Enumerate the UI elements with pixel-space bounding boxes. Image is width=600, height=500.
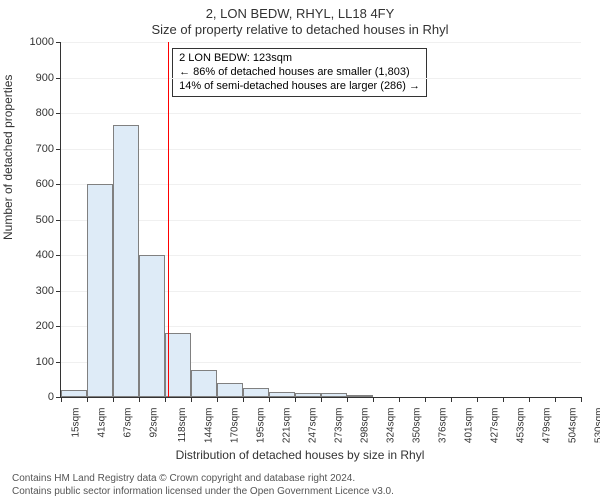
- annotation-line1: 2 LON BEDW: 123sqm: [179, 52, 420, 66]
- histogram-bar: [269, 392, 295, 397]
- ytick-mark: [56, 113, 61, 114]
- xtick-mark: [529, 397, 530, 402]
- xtick-mark: [191, 397, 192, 402]
- marker-line: [168, 42, 169, 397]
- ytick-label: 400: [14, 249, 54, 261]
- xtick-label: 144sqm: [203, 408, 214, 444]
- histogram-bar: [191, 370, 217, 397]
- xtick-mark: [61, 397, 62, 402]
- histogram-bar: [243, 388, 269, 397]
- gridline: [61, 78, 581, 79]
- ytick-mark: [56, 326, 61, 327]
- ytick-label: 100: [14, 356, 54, 368]
- annotation-box: 2 LON BEDW: 123sqm ← 86% of detached hou…: [172, 48, 427, 97]
- ytick-label: 0: [14, 391, 54, 403]
- ytick-mark: [56, 184, 61, 185]
- ytick-mark: [56, 78, 61, 79]
- xtick-label: 427sqm: [489, 408, 500, 444]
- gridline: [61, 42, 581, 43]
- gridline: [61, 149, 581, 150]
- footnote-1: Contains HM Land Registry data © Crown c…: [12, 473, 355, 484]
- ytick-mark: [56, 255, 61, 256]
- xtick-label: 221sqm: [281, 408, 292, 444]
- xtick-mark: [295, 397, 296, 402]
- xtick-label: 41sqm: [97, 408, 108, 438]
- ytick-label: 200: [14, 320, 54, 332]
- ytick-mark: [56, 220, 61, 221]
- histogram-bar: [139, 255, 165, 397]
- xtick-label: 195sqm: [255, 408, 266, 444]
- histogram-bar: [61, 390, 87, 397]
- ytick-label: 700: [14, 143, 54, 155]
- x-axis-label: Distribution of detached houses by size …: [0, 448, 600, 462]
- gridline: [61, 220, 581, 221]
- xtick-mark: [87, 397, 88, 402]
- ytick-mark: [56, 149, 61, 150]
- histogram-bar: [113, 125, 139, 397]
- xtick-label: 118sqm: [177, 408, 188, 443]
- xtick-label: 479sqm: [541, 408, 552, 444]
- footnote-2: Contains public sector information licen…: [12, 486, 394, 497]
- xtick-mark: [373, 397, 374, 402]
- chart-title-line1: 2, LON BEDW, RHYL, LL18 4FY: [0, 6, 600, 21]
- xtick-mark: [555, 397, 556, 402]
- ytick-label: 500: [14, 214, 54, 226]
- y-axis-label: Number of detached properties: [1, 75, 15, 240]
- xtick-label: 273sqm: [333, 408, 344, 444]
- ytick-label: 600: [14, 178, 54, 190]
- ytick-label: 300: [14, 285, 54, 297]
- ytick-mark: [56, 291, 61, 292]
- ytick-mark: [56, 42, 61, 43]
- chart-title-line2: Size of property relative to detached ho…: [0, 22, 600, 37]
- histogram-bar: [321, 393, 347, 397]
- xtick-mark: [139, 397, 140, 402]
- xtick-mark: [217, 397, 218, 402]
- xtick-label: 67sqm: [123, 408, 134, 438]
- annotation-line3: 14% of semi-detached houses are larger (…: [179, 80, 420, 94]
- xtick-label: 298sqm: [359, 408, 370, 444]
- xtick-label: 170sqm: [229, 408, 240, 444]
- ytick-label: 800: [14, 107, 54, 119]
- xtick-label: 247sqm: [307, 408, 318, 444]
- xtick-mark: [347, 397, 348, 402]
- xtick-mark: [321, 397, 322, 402]
- xtick-label: 504sqm: [567, 408, 578, 444]
- xtick-mark: [477, 397, 478, 402]
- gridline: [61, 113, 581, 114]
- xtick-mark: [451, 397, 452, 402]
- gridline: [61, 184, 581, 185]
- xtick-mark: [243, 397, 244, 402]
- ytick-label: 900: [14, 72, 54, 84]
- xtick-mark: [581, 397, 582, 402]
- xtick-mark: [399, 397, 400, 402]
- xtick-label: 530sqm: [593, 408, 600, 444]
- ytick-label: 1000: [14, 36, 54, 48]
- plot-area: 2 LON BEDW: 123sqm ← 86% of detached hou…: [60, 42, 581, 398]
- xtick-label: 376sqm: [437, 408, 448, 444]
- histogram-bar: [87, 184, 113, 397]
- chart-container: 2, LON BEDW, RHYL, LL18 4FY Size of prop…: [0, 0, 600, 500]
- xtick-label: 453sqm: [515, 408, 526, 444]
- xtick-mark: [503, 397, 504, 402]
- xtick-label: 92sqm: [149, 408, 160, 438]
- xtick-mark: [165, 397, 166, 402]
- ytick-mark: [56, 362, 61, 363]
- xtick-label: 15sqm: [71, 408, 82, 438]
- xtick-mark: [113, 397, 114, 402]
- histogram-bar: [217, 383, 243, 397]
- xtick-label: 324sqm: [385, 408, 396, 444]
- histogram-bar: [295, 393, 321, 397]
- xtick-label: 401sqm: [463, 408, 474, 444]
- xtick-label: 350sqm: [411, 408, 422, 444]
- xtick-mark: [269, 397, 270, 402]
- histogram-bar: [347, 395, 373, 397]
- xtick-mark: [425, 397, 426, 402]
